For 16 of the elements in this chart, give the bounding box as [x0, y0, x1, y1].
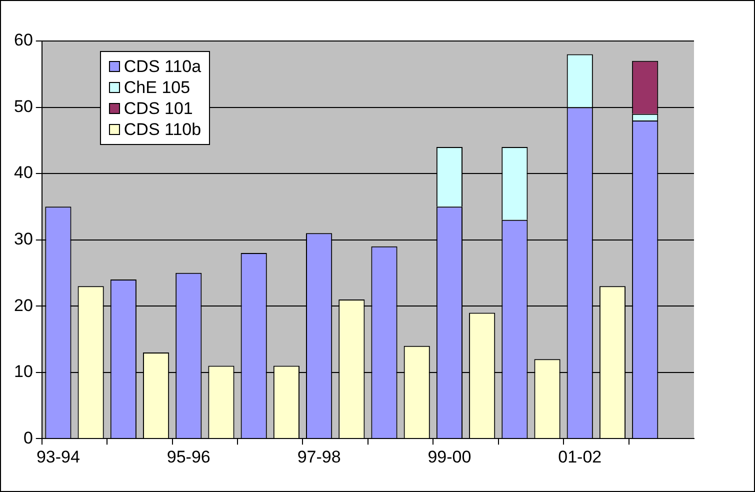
- y-tick-label: 0: [23, 428, 33, 448]
- y-tick-label: 40: [14, 163, 33, 182]
- y-tick-label: 60: [14, 30, 33, 50]
- x-tick-label: 97-98: [297, 447, 341, 466]
- x-tick-label: 95-96: [166, 447, 210, 466]
- x-tick-label: 93-94: [36, 447, 80, 466]
- y-tick-label: 30: [14, 229, 33, 248]
- legend-label: ChE 105: [124, 77, 190, 98]
- legend-label: CDS 110a: [124, 56, 202, 77]
- legend-label: CDS 110b: [124, 119, 202, 140]
- y-tick-label: 50: [14, 96, 33, 116]
- y-tick-label: 20: [14, 296, 33, 315]
- x-tick-label: 01-02: [558, 447, 602, 466]
- x-tick-label: 99-00: [428, 447, 472, 466]
- legend-label: CDS 101: [124, 98, 193, 119]
- y-tick-label: 10: [14, 362, 33, 382]
